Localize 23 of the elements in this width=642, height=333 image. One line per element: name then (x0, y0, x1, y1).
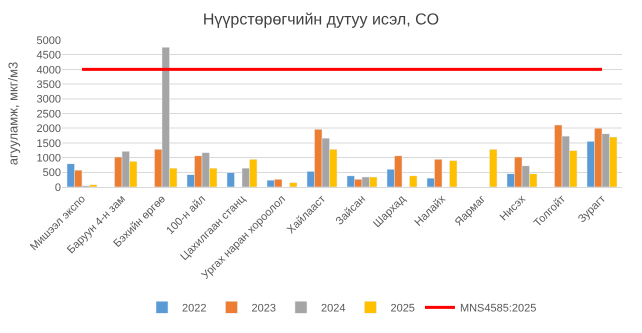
bar (226, 172, 235, 187)
bar (289, 182, 298, 187)
y-tick-label: 5000 (36, 34, 61, 47)
y-tick-label: 3500 (36, 78, 61, 91)
y-axis-title: агууламж, мкг/м3 (5, 62, 20, 166)
y-tick-label: 0 (54, 182, 61, 194)
y-tick-label: 4500 (36, 50, 61, 62)
legend-label: 2022 (182, 302, 206, 315)
legend-label: 2025 (390, 302, 415, 315)
legend-label: MNS4585:2025 (460, 302, 536, 315)
y-tick-label: 2500 (36, 108, 61, 120)
y-tick-label: 4000 (36, 64, 61, 76)
legend-label: 2024 (320, 302, 346, 315)
y-tick-label: 500 (42, 167, 61, 180)
bar (409, 176, 418, 187)
y-tick-label: 1000 (36, 152, 61, 164)
bar (449, 160, 458, 187)
legend-label: 2023 (251, 302, 276, 315)
y-tick-label: 2000 (36, 123, 61, 136)
bar (489, 149, 498, 187)
y-tick-label: 3000 (36, 94, 61, 106)
y-tick-label: 1500 (36, 138, 61, 150)
chart-title: Нүүрстөрөгчийн дутуу исэл, CO (202, 12, 440, 29)
